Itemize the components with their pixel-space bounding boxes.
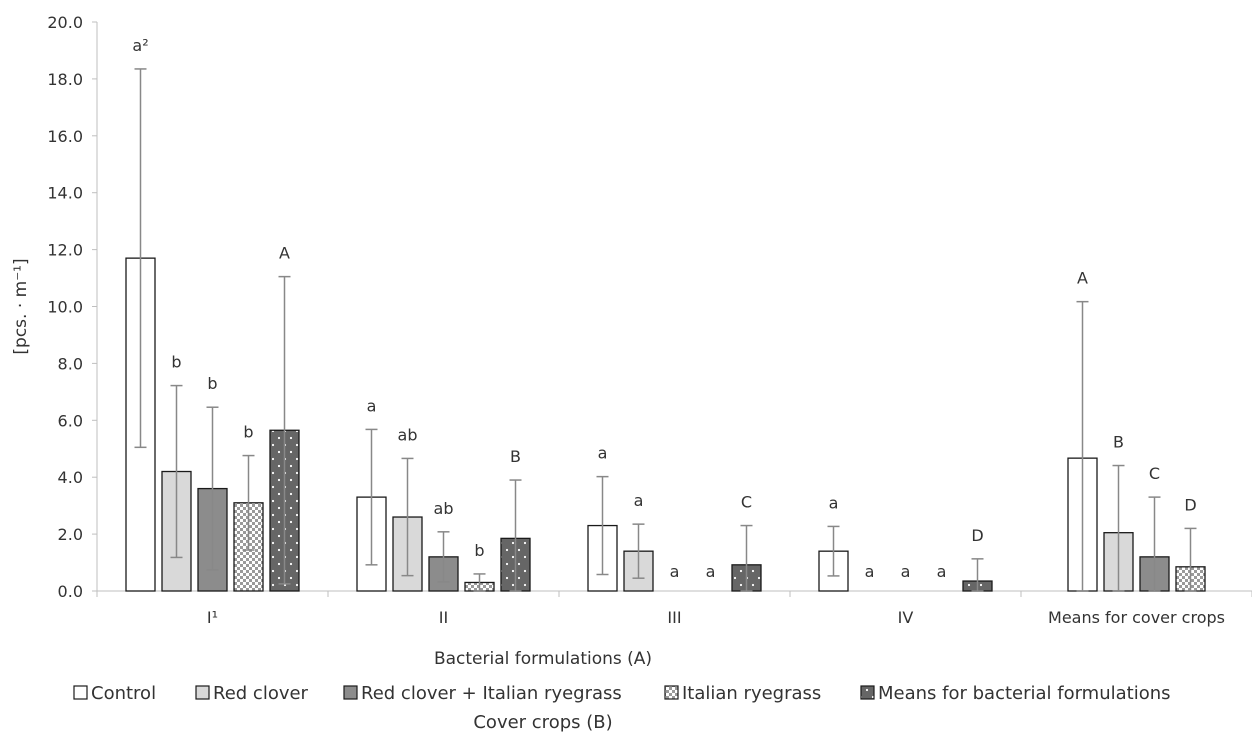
legend-swatch xyxy=(343,685,358,700)
y-tick-label: 0.0 xyxy=(58,582,83,601)
x-category-label: IV xyxy=(898,608,914,627)
y-tick-label: 14.0 xyxy=(47,184,83,203)
significance-label: a xyxy=(670,562,680,581)
significance-label: a xyxy=(937,562,947,581)
significance-label: D xyxy=(1184,495,1196,514)
x-category-label: Means for cover crops xyxy=(1048,608,1225,627)
y-tick-label: 4.0 xyxy=(58,468,83,487)
significance-label: B xyxy=(510,447,521,466)
significance-label: b xyxy=(243,423,253,442)
significance-label: b xyxy=(207,374,217,393)
significance-label: C xyxy=(1149,464,1160,483)
legend-swatch xyxy=(195,685,210,700)
x-axis-title: Bacterial formulations (A) xyxy=(434,649,652,669)
significance-label: a xyxy=(829,493,839,512)
significance-label: b xyxy=(171,353,181,372)
legend-label: Means for bacterial formulations xyxy=(878,683,1171,704)
significance-label: a xyxy=(865,562,875,581)
significance-label: a xyxy=(706,562,716,581)
significance-label: a² xyxy=(132,36,148,55)
significance-label: a xyxy=(598,444,608,463)
legend-label: Control xyxy=(91,683,156,704)
y-tick-label: 10.0 xyxy=(47,298,83,317)
significance-label: b xyxy=(474,541,484,560)
legend-label: Italian ryegrass xyxy=(682,683,821,704)
legend-title: Cover crops (B) xyxy=(473,712,612,733)
significance-label: A xyxy=(279,244,290,263)
legend-label: Red clover + Italian ryegrass xyxy=(361,683,622,704)
significance-label: a xyxy=(367,396,377,415)
significance-label: ab xyxy=(398,425,418,444)
significance-label: B xyxy=(1113,433,1124,452)
significance-label: A xyxy=(1077,269,1088,288)
legend-swatch xyxy=(664,685,679,700)
x-category-label: II xyxy=(439,608,448,627)
legend-swatch xyxy=(860,685,875,700)
y-tick-label: 6.0 xyxy=(58,411,83,430)
y-tick-label: 18.0 xyxy=(47,70,83,89)
y-axis-title: [pcs. · m⁻¹] xyxy=(11,258,31,354)
significance-label: D xyxy=(971,526,983,545)
y-tick-label: 2.0 xyxy=(58,525,83,544)
significance-label: ab xyxy=(434,499,454,518)
y-tick-label: 8.0 xyxy=(58,354,83,373)
x-category-label: I¹ xyxy=(207,608,218,627)
y-tick-label: 20.0 xyxy=(47,13,83,32)
y-tick-label: 12.0 xyxy=(47,241,83,260)
significance-label: C xyxy=(741,493,752,512)
y-tick-label: 16.0 xyxy=(47,127,83,146)
legend-label: Red clover xyxy=(213,683,309,704)
significance-label: a xyxy=(634,491,644,510)
legend-swatch xyxy=(73,685,88,700)
x-category-label: III xyxy=(667,608,681,627)
significance-label: a xyxy=(901,562,911,581)
